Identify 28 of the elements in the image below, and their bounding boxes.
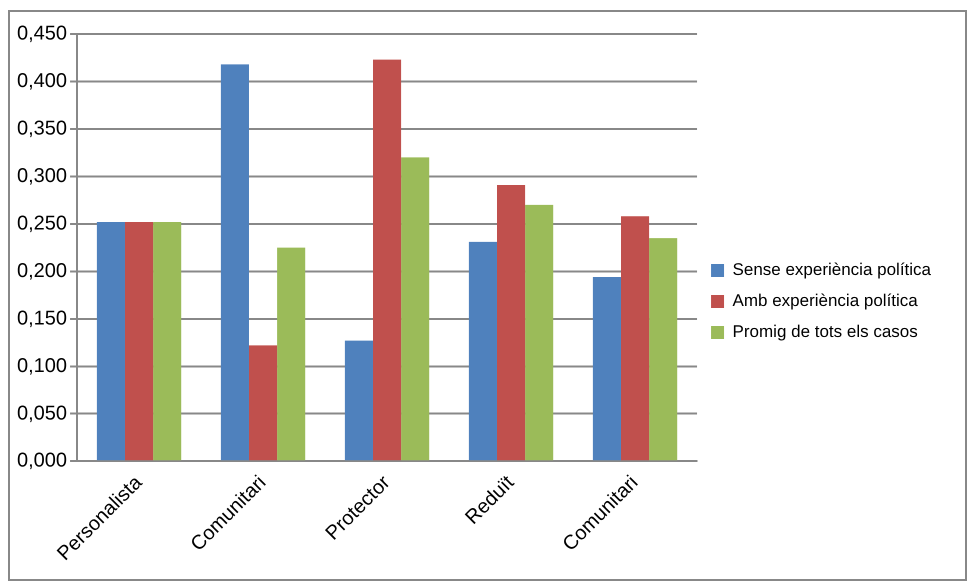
legend-label: Sense experiència política bbox=[732, 260, 932, 280]
bar bbox=[277, 248, 306, 460]
y-tick-label: 0,450 bbox=[16, 22, 68, 45]
bar bbox=[344, 340, 373, 460]
bar bbox=[496, 184, 526, 460]
bar bbox=[96, 222, 125, 460]
bar bbox=[401, 157, 430, 460]
y-tick-label: 0,350 bbox=[16, 117, 68, 140]
bar bbox=[468, 242, 497, 460]
bar bbox=[248, 345, 278, 460]
y-tick-label: 0,400 bbox=[16, 70, 68, 92]
y-tick-label: 0,100 bbox=[16, 354, 68, 377]
y-tick-label: 0,050 bbox=[16, 402, 68, 424]
legend-label: Amb experiència política bbox=[732, 291, 918, 310]
y-tick-label: 0,150 bbox=[16, 307, 68, 330]
legend-label: Promig de tots els casos bbox=[732, 322, 918, 342]
bar bbox=[620, 216, 650, 460]
bar bbox=[592, 277, 621, 460]
y-tick-label: 0,250 bbox=[16, 212, 68, 234]
bar bbox=[153, 222, 182, 460]
bar bbox=[124, 222, 154, 460]
y-tick-label: 0,000 bbox=[16, 450, 68, 472]
bar bbox=[649, 238, 678, 460]
bar bbox=[220, 64, 249, 460]
y-tick-label: 0,200 bbox=[16, 260, 68, 282]
bar bbox=[372, 60, 402, 460]
y-tick-label: 0,300 bbox=[16, 164, 68, 187]
bar bbox=[525, 204, 554, 460]
